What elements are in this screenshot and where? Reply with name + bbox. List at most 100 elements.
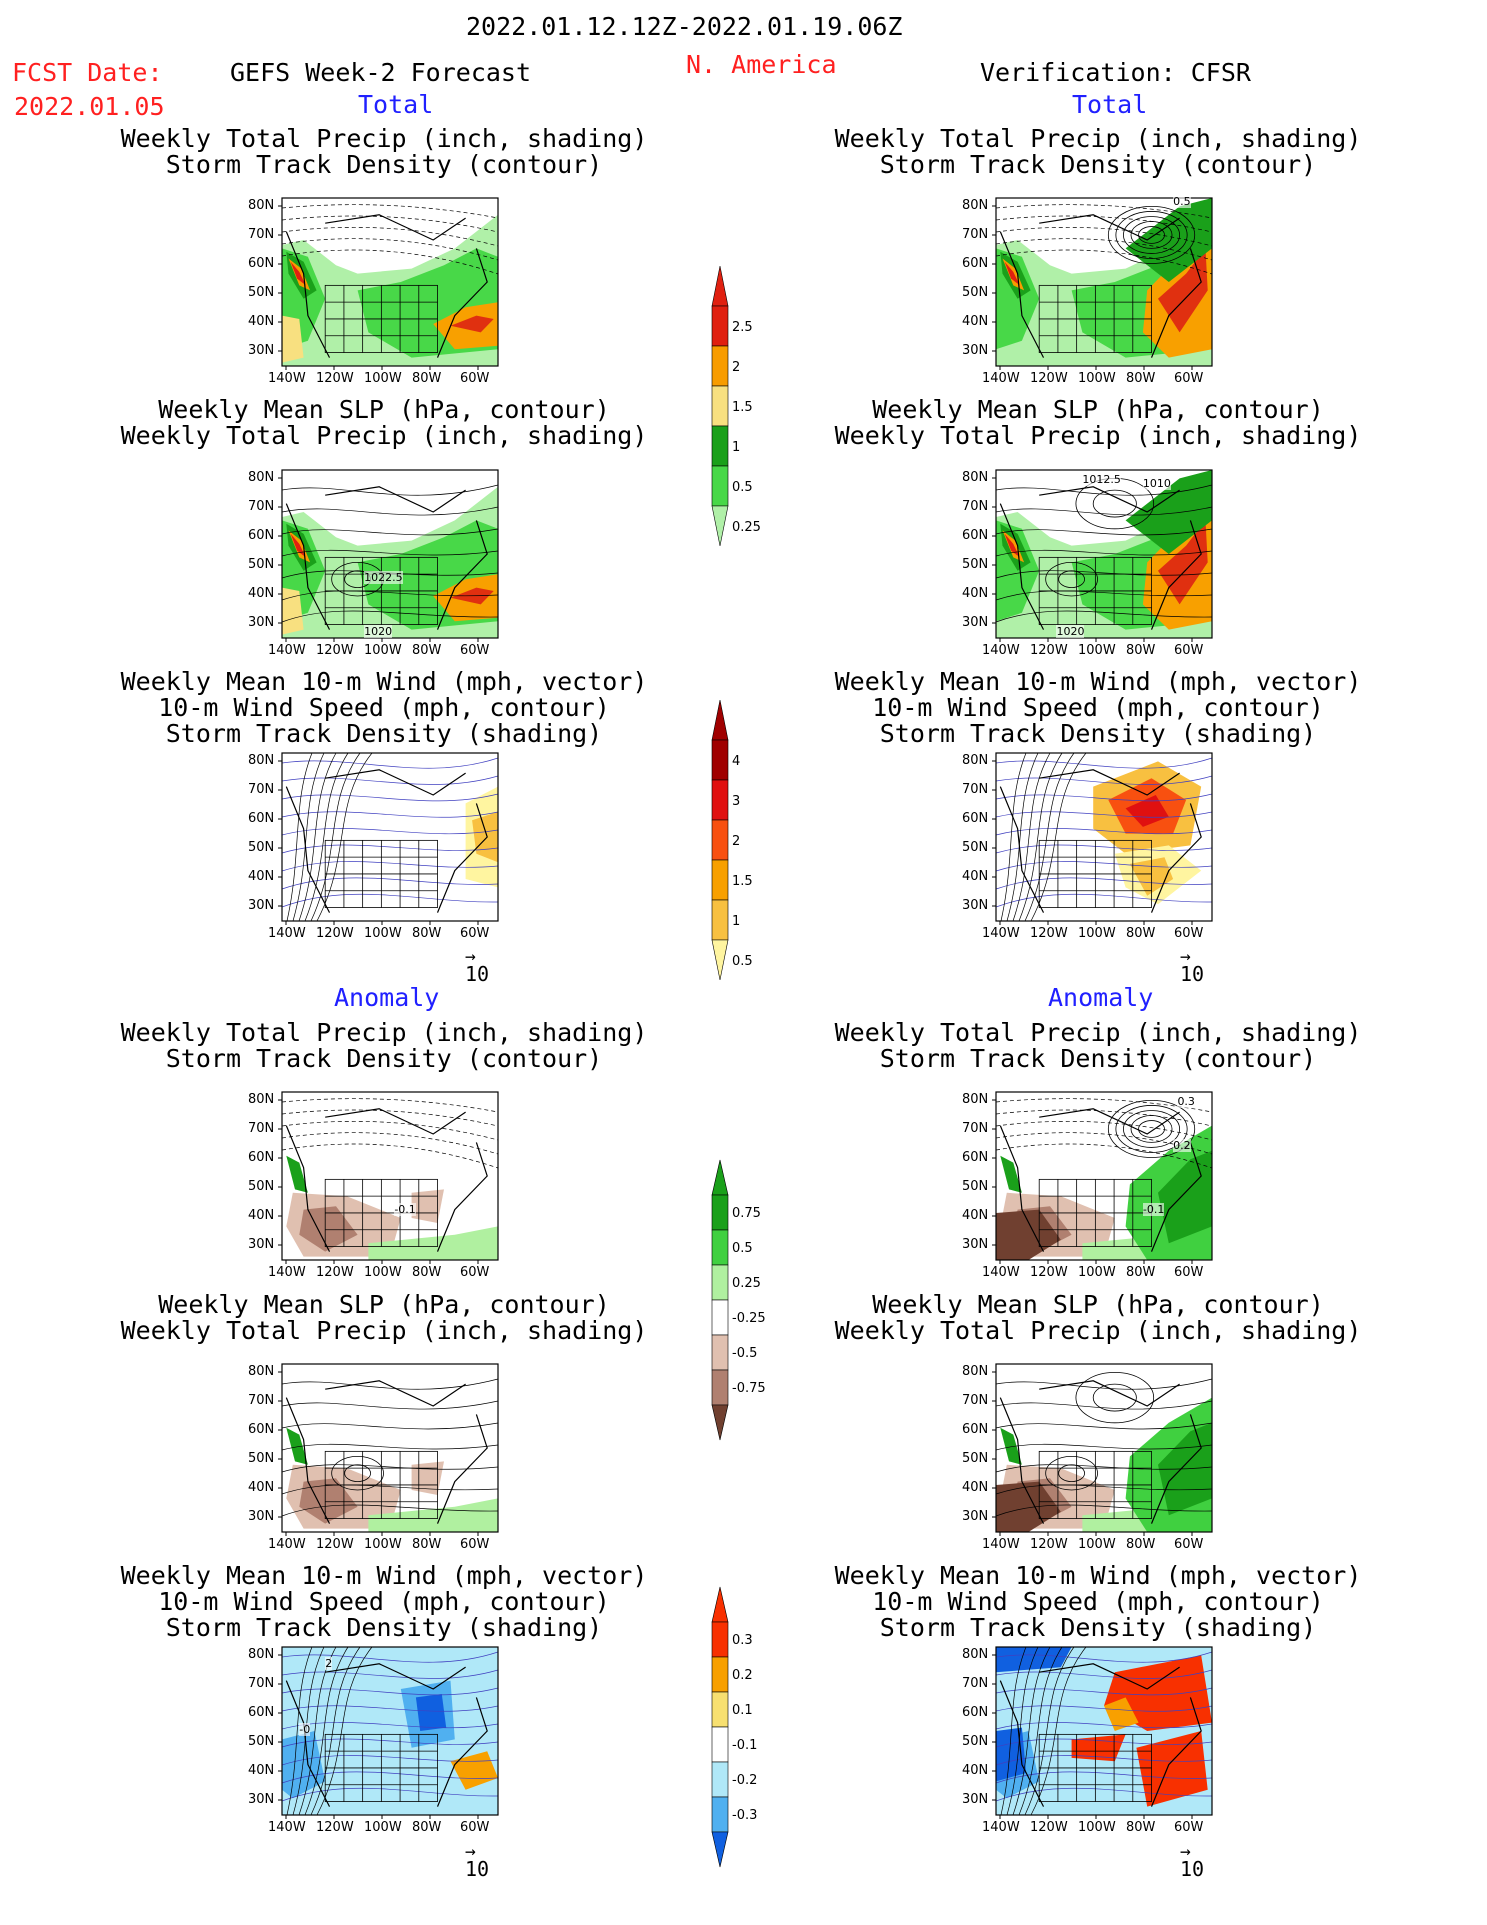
lat-tick-label: 30N — [962, 615, 989, 630]
storm-track-contour — [1107, 205, 1196, 264]
lon-tick-label: 120W — [316, 371, 354, 386]
colorbar-label: -0.3 — [732, 1808, 758, 1824]
lat-tick-label: 60N — [962, 1705, 989, 1720]
lat-tick-label: 60N — [962, 1150, 989, 1165]
colorbar-label: -0.1 — [732, 1738, 758, 1754]
colorbar-label: -0.5 — [732, 1346, 758, 1362]
lat-tick-label: 50N — [248, 557, 275, 572]
precip-wet-anomaly-south — [368, 1498, 498, 1532]
map-canvas — [992, 1091, 1213, 1264]
contour-lines — [281, 204, 499, 275]
map-panel-anom-precip-cfsr: 80N 70N 60N 50N 40N 30N 140W 120W 100W 80W 60W 0.3 0… — [962, 1091, 1213, 1280]
lon-tick-label: 140W — [268, 1265, 306, 1280]
lat-tick-label: 70N — [248, 1121, 275, 1136]
precip-red-shade — [290, 533, 306, 558]
precip-wet-anomaly-west — [286, 1155, 308, 1193]
fcst-date-value: 2022.01.05 — [14, 92, 165, 121]
lon-tick-label: 120W — [1030, 371, 1068, 386]
coastline — [285, 769, 488, 913]
map-panel-total-wind-gefs: 80N 70N 60N 50N 40N 30N 140W 120W 100W 80W 60W — [248, 752, 499, 941]
lat-tick-label: 40N — [248, 1208, 275, 1223]
slp-high-inner-contour — [1058, 1464, 1085, 1482]
precip-dry-anomaly-east — [411, 1461, 444, 1495]
lat-tick-label: 60N — [248, 811, 275, 826]
contour-label: 1020 — [364, 624, 393, 638]
colorbar-graphic — [711, 1159, 729, 1441]
lat-tick-label: 40N — [962, 869, 989, 884]
colorbar-label: -0.75 — [732, 1381, 766, 1397]
colorbar-label: 0.3 — [732, 1633, 753, 1649]
precip-yellow-west — [282, 315, 304, 363]
storm-track-contour — [1123, 1110, 1181, 1148]
map-panel-total-precip-gefs: 80N 70N 60N 50N 40N 30N 140W 120W 100W 80W 60W — [248, 197, 499, 386]
map-panel-total-wind-cfsr: 80N 70N 60N 50N 40N 30N 140W 120W 100W 80W 60W — [962, 752, 1213, 941]
map-canvas — [992, 469, 1213, 642]
contour-lines — [995, 204, 1213, 275]
contour-label: 0.5 — [1173, 194, 1191, 208]
title-total-wind-cfsr: Weekly Mean 10-m Wind (mph, vector) 10-m … — [834, 667, 1362, 748]
lon-tick-label: 120W — [1030, 1265, 1068, 1280]
lat-tick-label: 60N — [962, 811, 989, 826]
precip-red-east — [1158, 248, 1208, 333]
title-total-slp-cfsr: Weekly Mean SLP (hPa, contour) Weekly Tot… — [834, 395, 1362, 450]
lon-tick-label: 80W — [412, 1820, 442, 1835]
storm-track-contour — [1115, 211, 1188, 259]
storm-anomaly-red-mid — [1071, 1734, 1126, 1762]
lon-tick-label: 80W — [412, 371, 442, 386]
contour-label: -0.1 — [394, 1202, 416, 1216]
lat-tick-label: 70N — [248, 1676, 275, 1691]
lon-tick-label: 60W — [460, 643, 490, 658]
contour-label: 1022.5 — [364, 570, 403, 584]
lat-tick-label: 70N — [248, 499, 275, 514]
lon-tick-label: 100W — [1078, 1265, 1116, 1280]
precip-wet-anomaly-south — [368, 1226, 498, 1260]
lat-tick-label: 40N — [962, 586, 989, 601]
contour-lines — [995, 752, 1213, 922]
lat-tick-label: 80N — [962, 198, 989, 213]
slp-high-inner-contour — [1058, 570, 1085, 588]
storm-density-max — [1125, 795, 1169, 827]
storm-track-contour — [1130, 221, 1173, 249]
colorbar-label: 2 — [732, 360, 741, 375]
title-total-precip-gefs: Weekly Total Precip (inch, shading) Storm… — [120, 124, 648, 179]
lon-tick-label: 60W — [1174, 371, 1204, 386]
lon-tick-label: 60W — [460, 1820, 490, 1835]
colorbar-label: 0.5 — [732, 954, 753, 969]
title-anom-wind-gefs: Weekly Mean 10-m Wind (mph, vector) 10-m … — [120, 1561, 648, 1642]
precip-red-shade — [1004, 261, 1020, 286]
coastline — [285, 1663, 488, 1807]
colorbar-label: -0.2 — [732, 1773, 758, 1789]
storm-track-contour — [1138, 226, 1165, 244]
map-canvas — [278, 752, 499, 925]
storm-track-contour — [1115, 1105, 1188, 1153]
lon-tick-label: 100W — [364, 1265, 402, 1280]
lat-tick-label: 50N — [248, 285, 275, 300]
lat-tick-label: 70N — [962, 1393, 989, 1408]
slp-high-contour — [331, 1455, 384, 1491]
state-boundaries — [285, 769, 488, 913]
coastline — [999, 1108, 1202, 1252]
lon-tick-label: 80W — [1126, 1265, 1156, 1280]
section-anomaly-left: Anomaly — [334, 983, 440, 1012]
lat-tick-label: 70N — [962, 782, 989, 797]
map-panel-anom-wind-cfsr: 80N 70N 60N 50N 40N 30N 140W 120W 100W 80W 60W — [962, 1646, 1213, 1835]
slp-high-contour — [1045, 1455, 1098, 1491]
precip-heavy-north — [1125, 470, 1212, 554]
lon-tick-label: 60W — [460, 926, 490, 941]
lon-tick-label: 80W — [1126, 926, 1156, 941]
lon-tick-label: 120W — [316, 1265, 354, 1280]
colorbar-label: -0.25 — [732, 1311, 766, 1327]
coastline — [999, 214, 1202, 358]
lon-tick-label: 100W — [364, 926, 402, 941]
colorbar-label: 0.5 — [732, 1241, 753, 1257]
lon-tick-label: 60W — [460, 1537, 490, 1552]
coastline — [285, 1108, 488, 1252]
contour-label: 1010 — [1142, 476, 1171, 490]
map-canvas — [992, 197, 1213, 370]
contour-label: -0 — [299, 1722, 311, 1736]
lat-tick-label: 60N — [248, 528, 275, 543]
lat-tick-label: 70N — [962, 1676, 989, 1691]
contour-label: 1012.5 — [1082, 473, 1121, 487]
coastline — [999, 1380, 1202, 1524]
lat-tick-label: 80N — [248, 470, 275, 485]
